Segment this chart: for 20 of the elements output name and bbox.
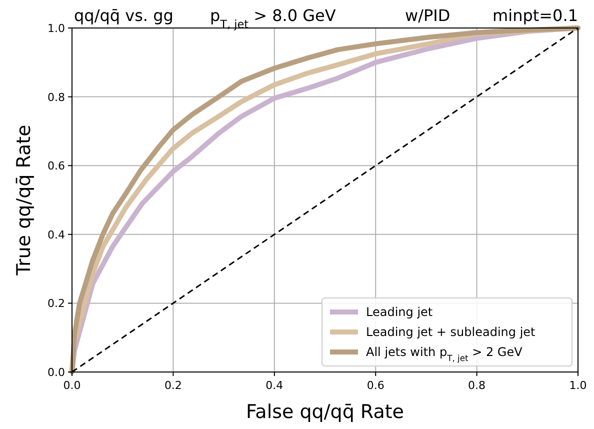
y-tick-label: 0.8 [48, 90, 65, 104]
x-tick-label: 1.0 [569, 379, 587, 392]
x-axis-title: False qq/qq̄ Rate [246, 401, 404, 423]
legend-label: Leading jet [366, 305, 433, 319]
text: w/PID [405, 6, 450, 25]
x-tick-label: 0.6 [366, 379, 384, 392]
x-tick-label: 0.0 [63, 379, 81, 392]
y-tick-label: 0.2 [48, 297, 65, 310]
y-axis-title: True qq/qq̄ Rate [13, 124, 35, 276]
x-tick-label: 0.8 [468, 379, 486, 392]
y-tick-label: 0.6 [48, 160, 65, 173]
legend-label: All jets with p$_{T, jet}$ > 2 GeV [366, 345, 524, 363]
chart-title: qq/qq̄ vs. gg [74, 6, 174, 25]
y-tick-label: 0.0 [48, 366, 65, 379]
x-tick-label: 0.2 [164, 379, 182, 392]
text: minpt=0.1 [492, 6, 578, 25]
legend-label: Leading jet + subleading jet [366, 325, 536, 339]
y-tick-label: 1.0 [48, 22, 65, 35]
y-tick-label: 0.4 [48, 228, 65, 242]
x-tick-label: 0.4 [266, 379, 284, 392]
